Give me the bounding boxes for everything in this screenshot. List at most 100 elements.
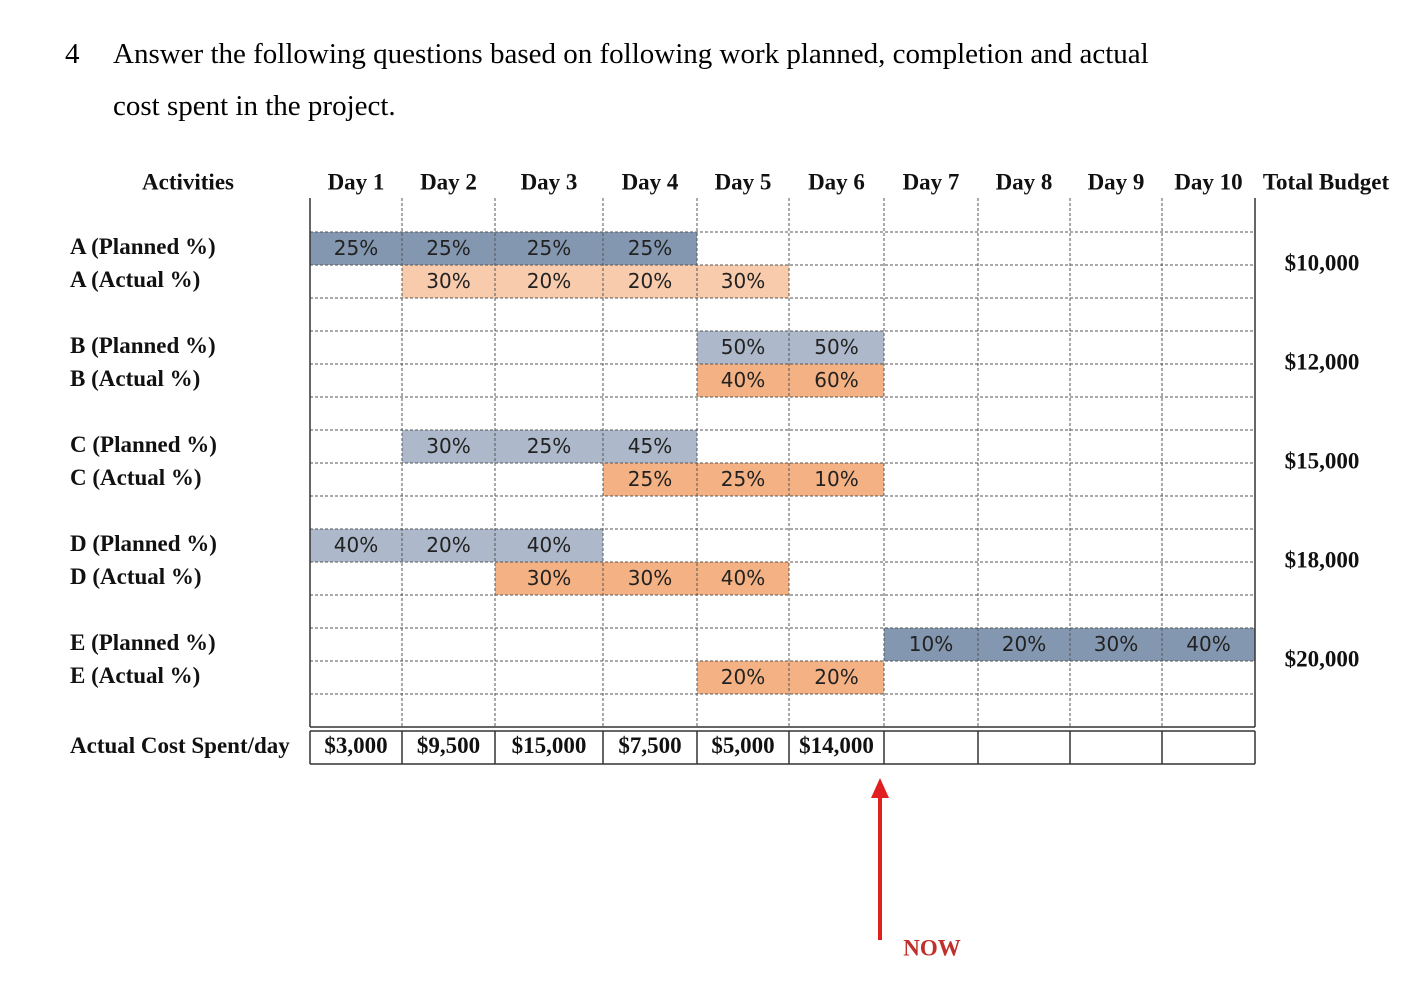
header-cell: Day 5 xyxy=(715,169,772,194)
question-line: Answer the following questions based on … xyxy=(113,38,1149,70)
actual-value: 40% xyxy=(721,566,765,590)
header-cell: Day 2 xyxy=(420,169,477,194)
planned-value: 25% xyxy=(426,236,470,260)
question-line: cost spent in the project. xyxy=(113,90,396,122)
actual-cell xyxy=(697,562,789,595)
planned-cell xyxy=(1070,628,1162,661)
row-label: A (Planned %) xyxy=(70,234,216,259)
row-label: C (Planned %) xyxy=(70,432,217,457)
cost-value: $9,500 xyxy=(417,733,480,758)
cost-value: $7,500 xyxy=(618,733,681,758)
budget: $18,000 xyxy=(1285,547,1360,572)
header-cell: Day 6 xyxy=(808,169,865,194)
budget: $12,000 xyxy=(1285,349,1360,374)
row-label: B (Planned %) xyxy=(70,333,216,358)
actual-value: 40% xyxy=(721,368,765,392)
header-cell: Day 7 xyxy=(903,169,960,194)
actual-value: 20% xyxy=(628,269,672,293)
row-label: B (Actual %) xyxy=(70,366,200,391)
planned-value: 40% xyxy=(1186,632,1230,656)
actual-cell xyxy=(789,463,884,496)
actual-cell xyxy=(603,562,697,595)
budget: $20,000 xyxy=(1285,646,1360,671)
cost-value: $3,000 xyxy=(324,733,387,758)
header-cell: Total Budget xyxy=(1263,169,1390,194)
planned-value: 40% xyxy=(334,533,378,557)
actual-cell xyxy=(789,364,884,397)
planned-cell xyxy=(1162,628,1255,661)
actual-cell xyxy=(789,661,884,694)
planned-value: 20% xyxy=(426,533,470,557)
actual-cell xyxy=(697,364,789,397)
actual-value: 30% xyxy=(721,269,765,293)
header-cell: Day 3 xyxy=(521,169,578,194)
now-arrowhead xyxy=(871,778,889,798)
budget: $10,000 xyxy=(1285,250,1360,275)
actual-value: 10% xyxy=(814,467,858,491)
cost-value: $5,000 xyxy=(711,733,774,758)
actual-cell xyxy=(603,265,697,298)
planned-value: 25% xyxy=(527,236,571,260)
planned-cell xyxy=(310,232,402,265)
planned-cell xyxy=(495,430,603,463)
row-label: D (Planned %) xyxy=(70,531,217,556)
planned-cell xyxy=(603,430,697,463)
planned-value: 25% xyxy=(527,434,571,458)
planned-value: 25% xyxy=(628,236,672,260)
actual-cell xyxy=(495,265,603,298)
planned-value: 50% xyxy=(814,335,858,359)
planned-cell xyxy=(789,331,884,364)
planned-cell xyxy=(402,529,495,562)
actual-value: 25% xyxy=(721,467,765,491)
header-cell: Day 9 xyxy=(1088,169,1145,194)
planned-cell xyxy=(978,628,1070,661)
planned-value: 25% xyxy=(334,236,378,260)
actual-cell xyxy=(697,265,789,298)
actual-cell xyxy=(495,562,603,595)
planned-value: 50% xyxy=(721,335,765,359)
row-label: A (Actual %) xyxy=(70,267,200,292)
header-cell: Activities xyxy=(142,169,234,194)
planned-cell xyxy=(884,628,978,661)
planned-value: 20% xyxy=(1002,632,1046,656)
actual-value: 30% xyxy=(527,566,571,590)
planned-cell xyxy=(310,529,402,562)
row-label: E (Planned %) xyxy=(70,630,216,655)
planned-cell xyxy=(495,529,603,562)
planned-cell xyxy=(495,232,603,265)
planned-value: 30% xyxy=(426,434,470,458)
actual-cell xyxy=(697,463,789,496)
header-cell: Day 4 xyxy=(622,169,679,194)
row-label: D (Actual %) xyxy=(70,564,202,589)
row-label: E (Actual %) xyxy=(70,663,200,688)
planned-value: 40% xyxy=(527,533,571,557)
now-label: NOW xyxy=(903,935,961,960)
actual-value: 60% xyxy=(814,368,858,392)
planned-value: 30% xyxy=(1094,632,1138,656)
question-number: 4 xyxy=(65,38,80,70)
cost-label: Actual Cost Spent/day xyxy=(70,733,290,758)
actual-value: 20% xyxy=(721,665,765,689)
cost-value: $15,000 xyxy=(512,733,587,758)
planned-value: 10% xyxy=(909,632,953,656)
cost-value: $14,000 xyxy=(799,733,874,758)
planned-cell xyxy=(697,331,789,364)
header-cell: Day 1 xyxy=(328,169,385,194)
planned-cell xyxy=(402,430,495,463)
row-label: C (Actual %) xyxy=(70,465,202,490)
actual-value: 30% xyxy=(426,269,470,293)
actual-value: 20% xyxy=(527,269,571,293)
actual-cell xyxy=(603,463,697,496)
planned-value: 45% xyxy=(628,434,672,458)
header-cell: Day 10 xyxy=(1174,169,1242,194)
actual-value: 25% xyxy=(628,467,672,491)
actual-value: 30% xyxy=(628,566,672,590)
planned-cell xyxy=(603,232,697,265)
actual-cell xyxy=(402,265,495,298)
actual-cell xyxy=(697,661,789,694)
budget: $15,000 xyxy=(1285,448,1360,473)
header-cell: Day 8 xyxy=(996,169,1053,194)
actual-value: 20% xyxy=(814,665,858,689)
planned-cell xyxy=(402,232,495,265)
